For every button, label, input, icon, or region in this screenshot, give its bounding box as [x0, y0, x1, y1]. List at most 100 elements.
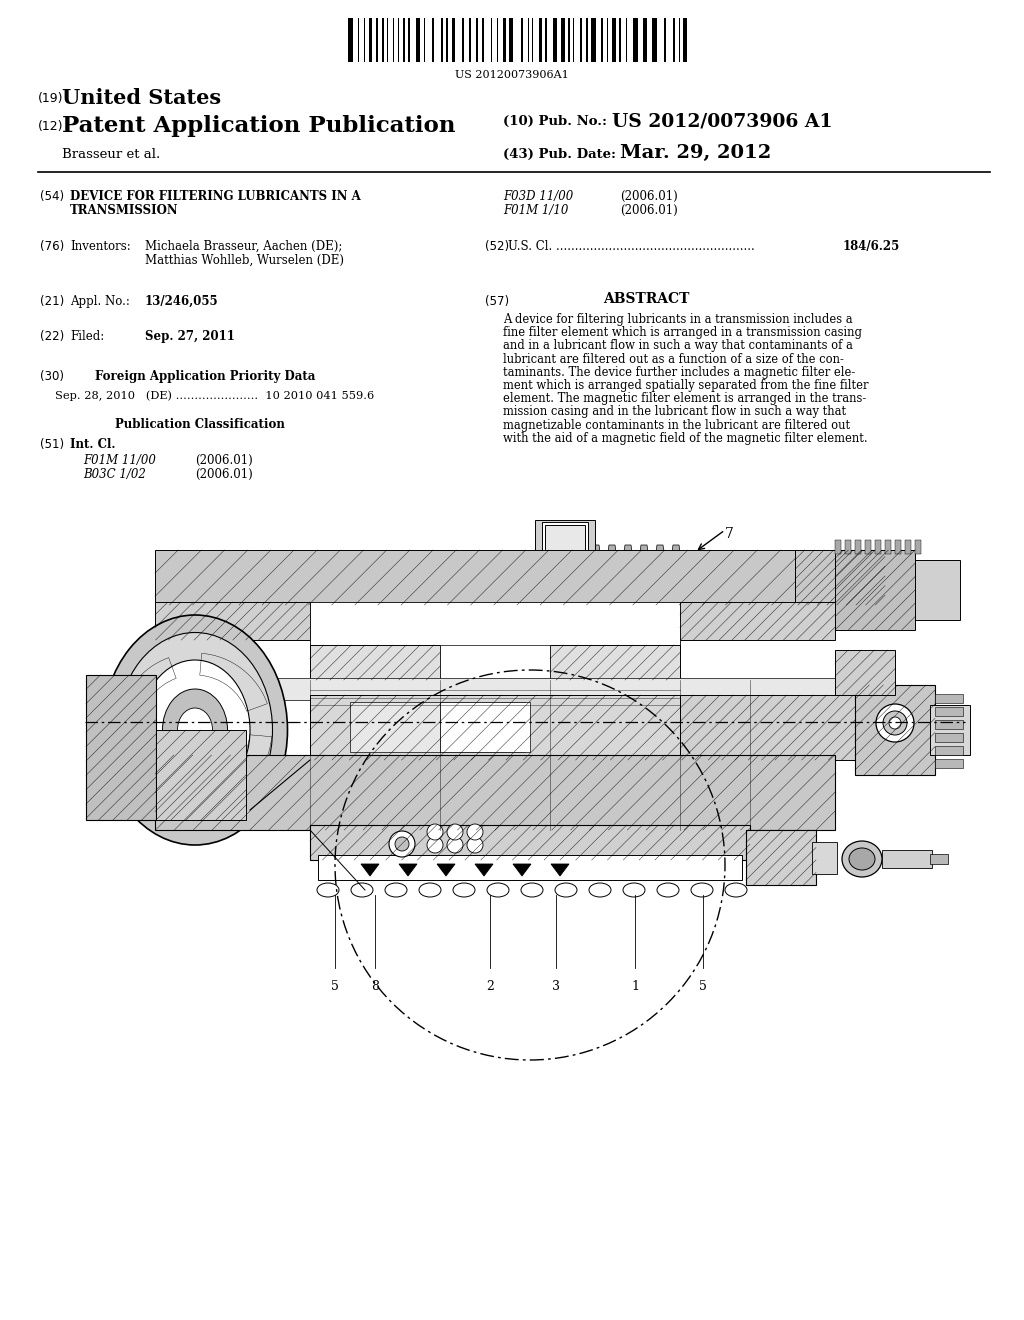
Bar	[492, 18, 493, 62]
Text: 5: 5	[699, 979, 707, 993]
Bar	[350, 702, 525, 752]
Ellipse shape	[589, 883, 611, 898]
Text: F01M 1/10: F01M 1/10	[503, 205, 568, 216]
Bar	[539, 18, 542, 62]
Text: (2006.01): (2006.01)	[195, 454, 253, 467]
Ellipse shape	[876, 704, 914, 742]
Bar	[935, 733, 963, 742]
Circle shape	[395, 837, 409, 851]
Text: (54): (54)	[40, 190, 65, 203]
Ellipse shape	[351, 883, 373, 898]
Circle shape	[447, 824, 463, 840]
Ellipse shape	[842, 841, 882, 876]
Bar	[155, 755, 835, 830]
Text: F03D 11/00: F03D 11/00	[503, 190, 573, 203]
Bar	[935, 746, 963, 755]
Ellipse shape	[102, 615, 288, 845]
Text: (10) Pub. No.:: (10) Pub. No.:	[503, 115, 607, 128]
Polygon shape	[513, 865, 531, 876]
Ellipse shape	[521, 883, 543, 898]
Polygon shape	[572, 545, 588, 579]
Bar	[80, 520, 970, 1049]
Bar	[310, 602, 680, 649]
Bar	[895, 540, 901, 554]
Bar	[835, 649, 895, 696]
Text: 8: 8	[371, 979, 379, 993]
Ellipse shape	[385, 883, 407, 898]
Bar	[680, 696, 855, 760]
Bar	[626, 18, 628, 62]
Text: fine filter element which is arranged in a transmission casing: fine filter element which is arranged in…	[503, 326, 862, 339]
Bar	[387, 18, 388, 62]
Text: (2006.01): (2006.01)	[195, 469, 253, 480]
Bar	[310, 825, 750, 861]
Text: B03C 1/02: B03C 1/02	[83, 469, 145, 480]
Bar	[835, 550, 915, 630]
Bar	[874, 540, 881, 554]
Bar	[664, 18, 666, 62]
Bar	[915, 540, 921, 554]
Ellipse shape	[453, 883, 475, 898]
Bar	[482, 18, 484, 62]
Ellipse shape	[419, 883, 441, 898]
Ellipse shape	[118, 632, 272, 828]
Bar	[865, 540, 871, 554]
Bar	[601, 18, 603, 62]
Polygon shape	[604, 545, 620, 579]
Bar	[527, 18, 529, 62]
Bar	[930, 705, 970, 755]
Bar	[469, 18, 471, 62]
Bar	[310, 645, 440, 680]
Text: Sep. 27, 2011: Sep. 27, 2011	[145, 330, 234, 343]
Bar	[440, 702, 530, 752]
Bar	[746, 830, 816, 884]
Text: US 2012/0073906 A1: US 2012/0073906 A1	[612, 112, 833, 129]
Text: Michaela Brasseur, Aachen (DE);: Michaela Brasseur, Aachen (DE);	[145, 240, 342, 253]
Bar	[795, 550, 885, 605]
Text: lubricant are filtered out as a function of a size of the con-: lubricant are filtered out as a function…	[503, 352, 844, 366]
Bar	[620, 18, 621, 62]
Text: 2: 2	[486, 979, 494, 993]
Text: Sep. 28, 2010   (DE) ......................  10 2010 041 559.6: Sep. 28, 2010 (DE) .....................…	[55, 389, 374, 400]
Polygon shape	[620, 545, 636, 579]
Text: Inventors:: Inventors:	[70, 240, 131, 253]
Bar	[503, 18, 506, 62]
Polygon shape	[636, 545, 652, 579]
Bar	[567, 18, 569, 62]
Text: Mar. 29, 2012: Mar. 29, 2012	[620, 144, 771, 162]
Polygon shape	[556, 545, 572, 579]
Bar	[156, 730, 246, 820]
Text: TRANSMISSION: TRANSMISSION	[70, 205, 178, 216]
Ellipse shape	[555, 883, 577, 898]
Text: ment which is arranged spatially separated from the fine filter: ment which is arranged spatially separat…	[503, 379, 868, 392]
Bar	[561, 18, 565, 62]
Bar	[935, 708, 963, 715]
Text: 3: 3	[552, 979, 560, 993]
Bar	[683, 18, 687, 62]
Bar	[545, 525, 585, 565]
Bar	[535, 520, 595, 576]
Bar	[855, 540, 861, 554]
Ellipse shape	[849, 847, 874, 870]
Text: Appl. No.:: Appl. No.:	[70, 294, 130, 308]
Bar	[915, 560, 961, 620]
Circle shape	[467, 837, 483, 853]
Bar	[521, 18, 522, 62]
Text: F01M 11/00: F01M 11/00	[83, 454, 156, 467]
Ellipse shape	[889, 717, 901, 729]
Text: Int. Cl.: Int. Cl.	[70, 438, 116, 451]
Bar	[446, 18, 449, 62]
Bar	[680, 602, 835, 640]
Bar	[155, 602, 310, 640]
Polygon shape	[361, 865, 379, 876]
Bar	[930, 854, 948, 865]
Bar	[935, 759, 963, 768]
Bar	[376, 18, 378, 62]
Ellipse shape	[657, 883, 679, 898]
Bar	[498, 18, 499, 62]
Bar	[542, 521, 588, 570]
Bar	[586, 18, 588, 62]
Bar	[370, 18, 373, 62]
Text: Foreign Application Priority Data: Foreign Application Priority Data	[95, 370, 315, 383]
Text: 184/6.25: 184/6.25	[843, 240, 900, 253]
